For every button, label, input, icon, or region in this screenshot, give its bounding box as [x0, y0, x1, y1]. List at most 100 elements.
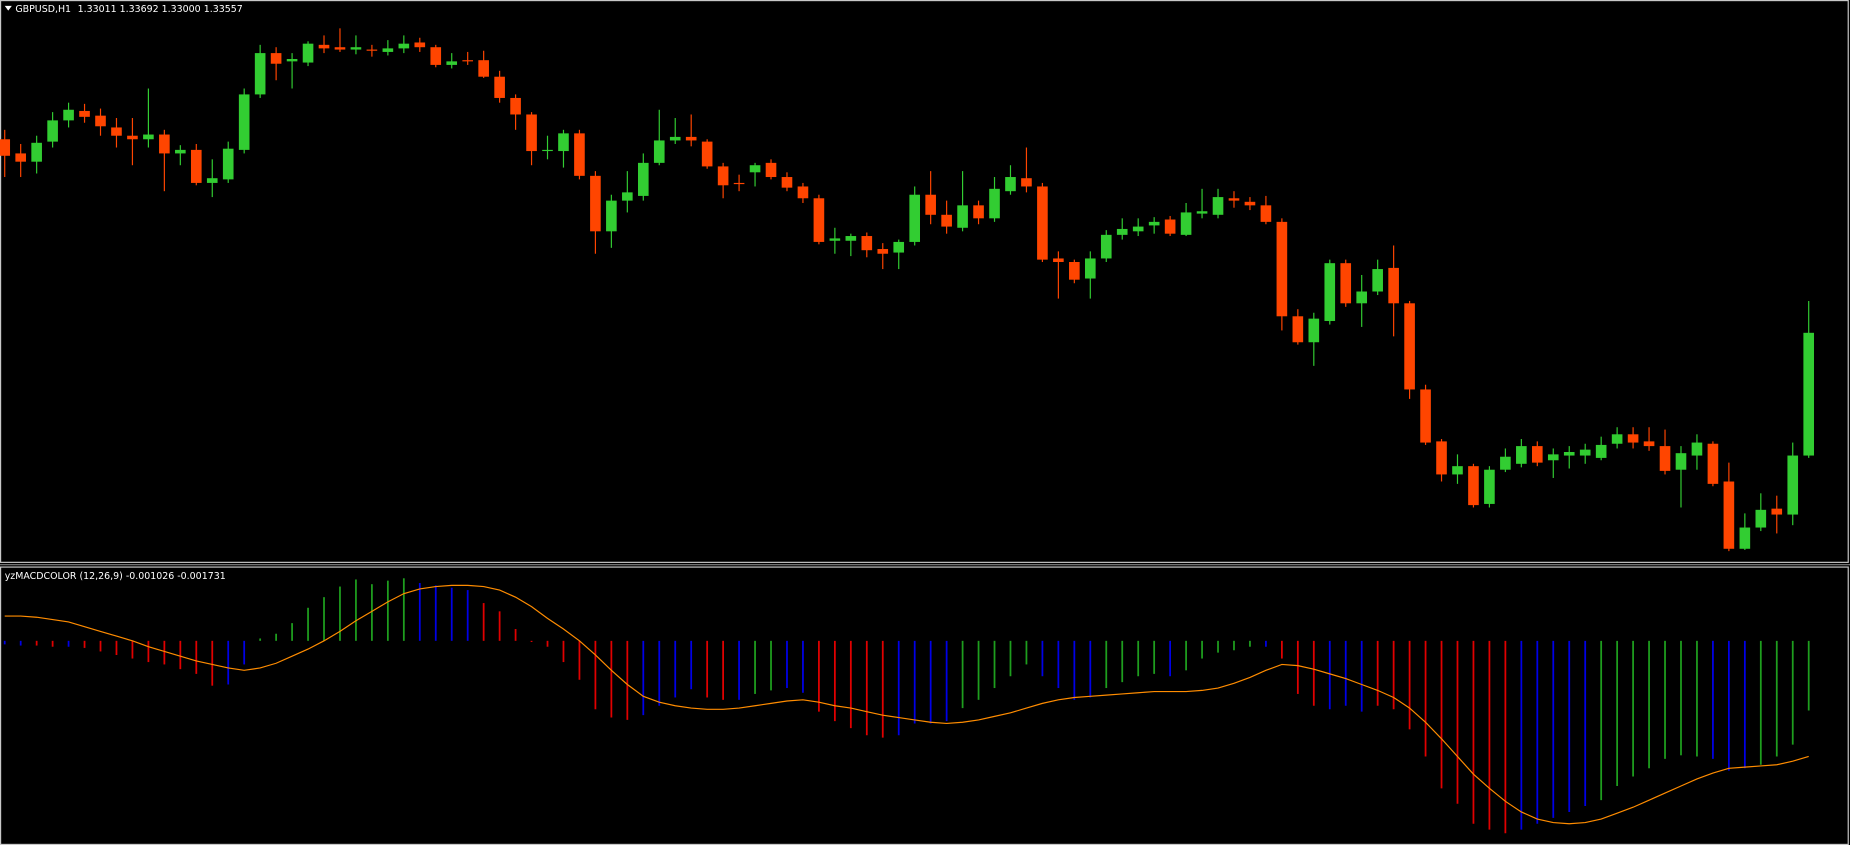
candle-body [1707, 443, 1719, 484]
candle-body [701, 141, 713, 167]
candle-body [494, 76, 505, 98]
candle-body [909, 194, 921, 242]
candle-body [1212, 197, 1224, 215]
candle-body [765, 162, 777, 178]
candle-body [877, 249, 889, 254]
candle-body [222, 148, 234, 180]
candle-body [526, 114, 537, 152]
candle-body [606, 200, 617, 232]
candle-body [1739, 527, 1751, 549]
candle-body [1611, 434, 1623, 444]
candle-body [334, 47, 346, 50]
candle-body [941, 214, 952, 227]
candle-body [653, 140, 665, 163]
candle-body [813, 198, 825, 242]
candle-body [143, 134, 154, 140]
candle-body [1452, 466, 1463, 475]
candle-body [1579, 449, 1591, 456]
marks [0, 28, 1815, 834]
quote-high: 1.33692 [120, 3, 159, 14]
candle-body [1308, 318, 1320, 343]
candle-body [669, 136, 681, 141]
candle-body [749, 165, 761, 173]
candle-body [79, 110, 90, 117]
candle-body [1053, 258, 1064, 262]
candle-body [1292, 316, 1304, 343]
candle-body [1180, 212, 1192, 235]
candle-body [382, 48, 394, 52]
candle-body [111, 127, 122, 136]
candle-body [1372, 269, 1383, 292]
candle-body [1260, 205, 1272, 222]
candle-body [430, 47, 442, 65]
candle-body [1771, 508, 1783, 515]
candle-body [1037, 186, 1048, 260]
signal-line [4, 584, 1809, 825]
candle-body [206, 178, 218, 183]
menu-arrow[interactable] [4, 5, 12, 11]
candle-body [861, 236, 873, 251]
candle-body [797, 186, 809, 199]
chart-header: GBPUSD,H1 1.33011 1.33692 1.33000 1.3355… [15, 3, 242, 14]
candle-body [1516, 446, 1527, 464]
candle-body [1803, 332, 1815, 456]
indicator-header: yzMACDCOLOR (12,26,9) -0.001026 -0.00173… [5, 570, 226, 581]
candle-body [510, 97, 521, 115]
candle-body [1100, 234, 1112, 259]
candle-body [1005, 177, 1016, 192]
candle-body [1228, 198, 1240, 201]
candle-body [1340, 263, 1352, 304]
candle-body [190, 149, 202, 183]
candle-body [1021, 178, 1032, 187]
candle-body [925, 194, 936, 215]
candle-body [1675, 453, 1687, 470]
candle-body [1404, 303, 1415, 390]
candle-body [1148, 221, 1160, 226]
quote-low: 1.33000 [162, 3, 201, 14]
candle-body [1755, 509, 1767, 528]
candle-body [989, 188, 1000, 219]
candle-body [478, 60, 489, 77]
candle-body [845, 236, 857, 241]
candle-body [1084, 258, 1096, 279]
candle-body [574, 133, 585, 176]
candle-body [1116, 228, 1128, 235]
candle-body [63, 109, 74, 121]
candle-body [0, 139, 11, 156]
candle-body [733, 182, 745, 185]
candle-body [1324, 263, 1336, 322]
candle-body [829, 238, 841, 241]
candle-body [302, 43, 314, 63]
candle-body [622, 192, 633, 201]
candle-body [1643, 441, 1655, 447]
candle-body [398, 43, 410, 49]
candle-body [1627, 434, 1639, 443]
indicator-main: -0.001026 [126, 570, 174, 581]
symbol: GBPUSD,H1 [15, 3, 71, 14]
candle-body [1436, 441, 1447, 475]
candle-body [350, 47, 362, 50]
candle-body [1164, 219, 1176, 234]
candle-body [15, 153, 26, 162]
candle-body [1595, 444, 1607, 458]
candle-body [414, 42, 426, 48]
candle-body [1420, 389, 1431, 443]
candle-body [1563, 452, 1575, 456]
candle-body [47, 120, 58, 142]
candle-body [973, 205, 984, 219]
candle-body [1659, 446, 1671, 471]
quote-open: 1.33011 [78, 3, 117, 14]
quote-close: 1.33557 [204, 3, 243, 14]
candle-body [159, 134, 170, 154]
candle-body [238, 94, 250, 150]
candle-body [31, 142, 42, 162]
candle-body [286, 59, 298, 62]
candle-body [957, 205, 968, 228]
candle-body [270, 53, 282, 64]
candle-body [1356, 291, 1368, 304]
candle-body [637, 162, 649, 196]
candle-body [1723, 481, 1735, 549]
